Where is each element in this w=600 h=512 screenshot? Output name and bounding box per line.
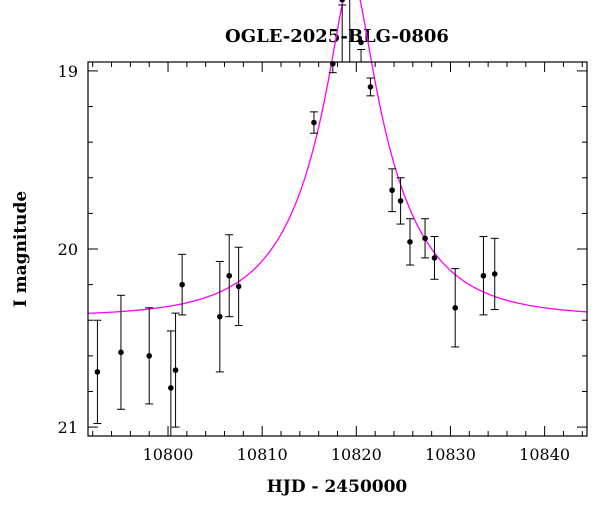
point-marker bbox=[168, 385, 174, 391]
model-curve-layer bbox=[87, 0, 588, 315]
data-point bbox=[349, 0, 351, 62]
axis-ticks: 10800 10810 10820 10830 10840 19 20 21 bbox=[58, 62, 587, 464]
point-marker bbox=[217, 313, 223, 320]
point-marker bbox=[422, 235, 428, 242]
data-point bbox=[490, 237, 499, 311]
point-marker bbox=[397, 198, 404, 204]
x-tick-label: 10820 bbox=[331, 445, 382, 464]
model-curve bbox=[87, 0, 588, 315]
data-point bbox=[396, 177, 405, 225]
point-marker bbox=[407, 239, 413, 245]
data-point bbox=[366, 77, 375, 97]
x-tick-label: 10810 bbox=[237, 445, 288, 464]
point-marker bbox=[389, 187, 395, 194]
point-marker bbox=[431, 255, 438, 261]
point-marker bbox=[311, 119, 317, 126]
point-marker bbox=[358, 39, 364, 46]
data-point bbox=[405, 218, 414, 266]
y-tick-label: 20 bbox=[58, 240, 78, 259]
data-point bbox=[421, 218, 430, 259]
data-point bbox=[225, 234, 234, 318]
point-marker bbox=[367, 84, 374, 90]
data-point bbox=[166, 330, 175, 436]
x-tick-label: 10830 bbox=[425, 445, 476, 464]
point-marker bbox=[118, 349, 124, 356]
data-point bbox=[178, 253, 187, 316]
data-point bbox=[388, 168, 397, 213]
data-point bbox=[116, 294, 125, 410]
data-point bbox=[234, 246, 243, 327]
point-marker bbox=[491, 271, 498, 277]
point-marker bbox=[235, 283, 242, 290]
data-point bbox=[215, 260, 224, 373]
point-marker bbox=[452, 304, 458, 311]
data-point bbox=[171, 312, 180, 428]
point-marker bbox=[226, 272, 233, 279]
x-tick-label: 10800 bbox=[143, 445, 194, 464]
point-marker bbox=[172, 367, 179, 373]
data-point bbox=[479, 236, 488, 316]
data-point bbox=[430, 236, 439, 280]
point-marker bbox=[94, 369, 101, 375]
point-marker bbox=[339, 0, 345, 3]
data-point bbox=[145, 307, 154, 405]
point-marker bbox=[146, 353, 152, 359]
data-points-layer bbox=[93, 0, 499, 436]
data-point bbox=[338, 0, 347, 62]
chart-title: OGLE-2025-BLG-0806 bbox=[225, 26, 449, 47]
plot-frame bbox=[87, 61, 588, 437]
y-axis-label: I magnitude bbox=[11, 191, 31, 308]
point-marker bbox=[480, 272, 487, 279]
x-axis-label: HJD - 2450000 bbox=[267, 477, 408, 497]
point-marker bbox=[179, 281, 185, 288]
x-tick-label: 10840 bbox=[519, 445, 570, 464]
data-point bbox=[309, 111, 318, 134]
y-tick-label: 21 bbox=[58, 418, 78, 437]
data-point bbox=[93, 319, 102, 425]
y-tick-label: 19 bbox=[58, 62, 78, 81]
data-point bbox=[357, 39, 366, 62]
data-point bbox=[451, 268, 460, 348]
